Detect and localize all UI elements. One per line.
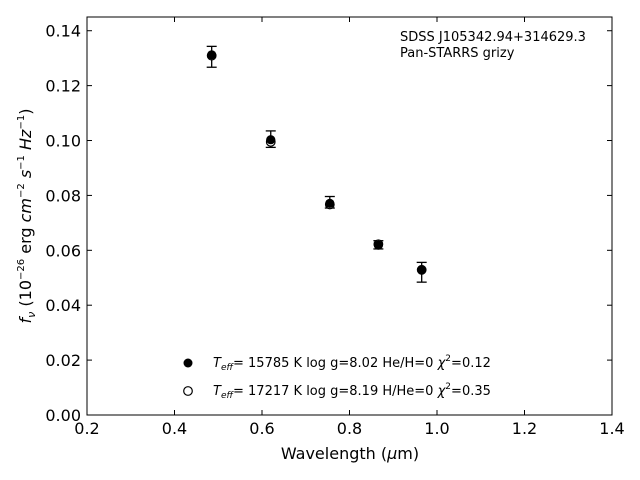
x-tick-label: 1.0: [424, 419, 449, 438]
model-filled-point: [373, 240, 383, 250]
x-tick-label: 1.2: [512, 419, 537, 438]
y-tick-label: 0.14: [45, 22, 81, 41]
model-filled-point: [325, 198, 335, 208]
legend-entry-1: Teff= 15785 K log g=8.02 He/H=0 χ2=0.12: [213, 354, 491, 373]
x-tick-label: 0.6: [249, 419, 274, 438]
model-filled-point: [417, 265, 427, 275]
y-tick-label: 0.10: [45, 132, 81, 151]
legend-entry-2: Teff= 17217 K log g=8.19 H/He=0 χ2=0.35: [213, 382, 491, 401]
y-tick-label: 0.02: [45, 351, 81, 370]
y-tick-label: 0.12: [45, 77, 81, 96]
y-tick-label: 0.08: [45, 186, 81, 205]
axis-ticks: 0.2 0.4 0.6 0.8 1.0 1.2 1.4 0.00 0.02 0.04 0.06 0.0…: [45, 17, 625, 438]
x-axis-label: Wavelength (μm): [281, 444, 419, 463]
annotation-object-name: SDSS J105342.94+314629.3: [400, 30, 586, 45]
y-tick-label: 0.04: [45, 296, 81, 315]
model-filled-point: [207, 50, 217, 60]
legend-marker-filled: [183, 358, 193, 368]
y-tick-label: 0.06: [45, 241, 81, 260]
y-axis-label: fν (10−26 erg cm−2 s−1 Hz−1): [16, 109, 38, 324]
x-tick-label: 0.2: [74, 419, 99, 438]
y-tick-label: 0.00: [45, 406, 81, 425]
legend: Teff= 15785 K log g=8.02 He/H=0 χ2=0.12 …: [183, 354, 491, 401]
legend-marker-open: [183, 386, 193, 396]
x-tick-label: 1.4: [599, 419, 624, 438]
annotation-survey: Pan-STARRS grizy: [400, 46, 515, 61]
x-tick-label: 0.4: [162, 419, 187, 438]
x-tick-label: 0.8: [337, 419, 362, 438]
model-filled-point: [266, 135, 276, 145]
data-marks: [206, 45, 427, 283]
